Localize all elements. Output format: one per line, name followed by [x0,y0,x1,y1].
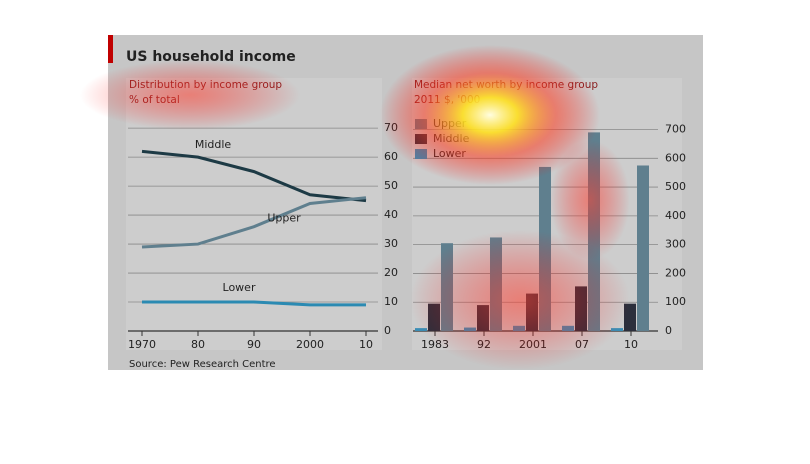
y-tick-label: 600 [665,151,686,164]
x-tick-label: 1970 [128,338,156,351]
y-tick-label: 60 [384,150,398,163]
heat [80,60,300,130]
series-label: Upper [267,212,301,225]
x-tick-label: 2000 [296,338,324,351]
x-tick-label: 10 [624,338,638,351]
y-tick-label: 10 [384,295,398,308]
line [141,149,367,203]
y-tick-label: 300 [665,238,686,251]
y-tick-label: 700 [665,123,686,136]
series-label: Middle [195,138,232,151]
y-tick-label: 0 [384,324,391,337]
heat [410,230,630,370]
heat [380,45,600,185]
y-tick-label: 100 [665,295,686,308]
y-tick-label: 400 [665,209,686,222]
y-tick-label: 500 [665,180,686,193]
bar [637,165,649,331]
x-tick-label: 80 [191,338,205,351]
line [141,196,367,249]
accent-bar [108,35,113,63]
heat [550,140,630,260]
x-tick-label: 10 [359,338,373,351]
y-tick-label: 0 [665,324,672,337]
x-tick-label: 90 [247,338,261,351]
line [142,300,366,307]
source: Source: Pew Research Centre [129,359,276,370]
y-tick-label: 200 [665,266,686,279]
y-tick-label: 20 [384,266,398,279]
y-tick-label: 40 [384,208,398,221]
series-label: Lower [223,281,256,294]
y-tick-label: 50 [384,179,398,192]
y-tick-label: 30 [384,237,398,250]
